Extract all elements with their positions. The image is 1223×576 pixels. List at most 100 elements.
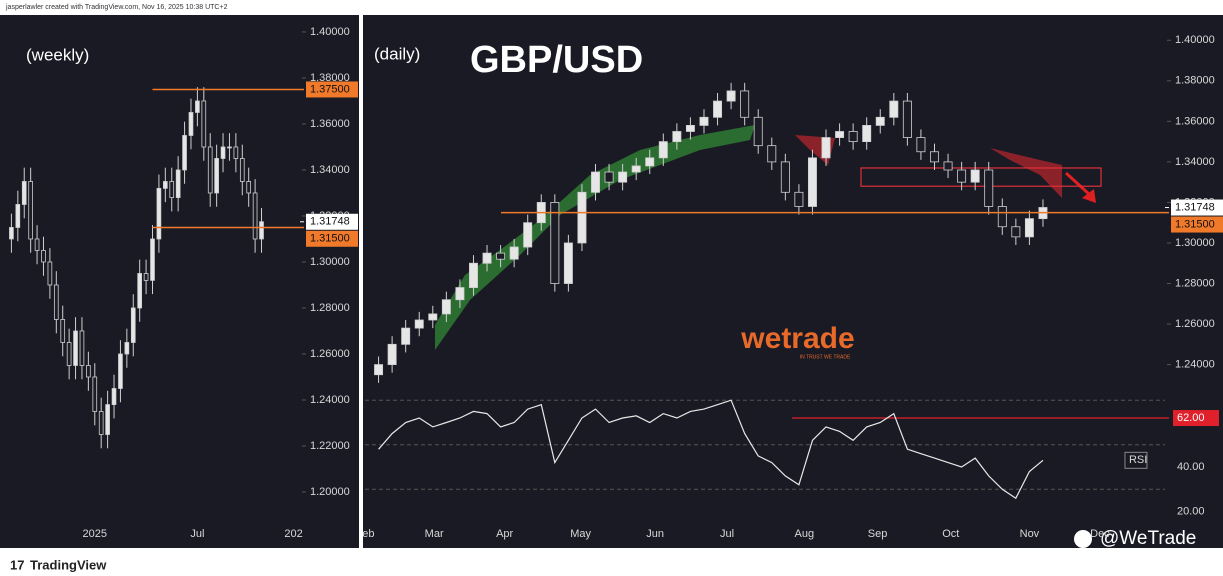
candle-body bbox=[15, 204, 21, 228]
x-tick-label: May bbox=[570, 528, 591, 540]
weekly-label: (weekly) bbox=[26, 45, 89, 64]
candle-body bbox=[997, 206, 1007, 228]
y-tick-label: 1.24000 bbox=[310, 394, 350, 406]
candle-body bbox=[98, 411, 104, 435]
x-tick-label: Mar bbox=[425, 528, 444, 540]
y-tick-label: 1.26000 bbox=[1175, 318, 1215, 330]
weekly-plot: 1.400001.380001.360001.340001.320001.300… bbox=[9, 26, 358, 540]
candle-body bbox=[374, 364, 384, 376]
candle-body bbox=[60, 319, 66, 343]
candle-body bbox=[79, 330, 85, 366]
price-label-box bbox=[306, 213, 358, 230]
candle-body bbox=[41, 250, 46, 263]
candle-body bbox=[753, 116, 763, 147]
x-tick-label: Apr bbox=[496, 528, 513, 540]
candle-body bbox=[645, 157, 655, 167]
rsi-name: RSI bbox=[1129, 454, 1147, 466]
candle-body bbox=[169, 181, 175, 198]
x-tick-label: 2025 bbox=[83, 528, 107, 540]
candle-body bbox=[207, 146, 213, 194]
candle-body bbox=[713, 100, 723, 118]
candle-body bbox=[482, 252, 492, 264]
y-tick-label: 1.30000 bbox=[1175, 237, 1215, 249]
candle-body bbox=[726, 90, 736, 102]
candle-body bbox=[550, 202, 560, 284]
candle-body bbox=[201, 100, 207, 148]
candle-body bbox=[672, 131, 682, 143]
candle-body bbox=[182, 135, 187, 171]
candle-body bbox=[130, 307, 136, 343]
candle-body bbox=[105, 404, 110, 435]
cloud bbox=[990, 148, 1062, 198]
candle-body bbox=[1024, 218, 1034, 238]
y-tick-label: 1.24000 bbox=[1175, 359, 1215, 371]
price-label-box bbox=[1171, 216, 1223, 233]
y-tick-label: 1.38000 bbox=[310, 72, 350, 84]
candle-body bbox=[66, 342, 72, 366]
weekly-panel bbox=[0, 15, 359, 548]
candle-body bbox=[387, 343, 397, 365]
candle-body bbox=[889, 100, 899, 118]
price-label-box bbox=[306, 230, 358, 247]
candle-body bbox=[916, 137, 926, 153]
price-label: 1.31500 bbox=[1175, 218, 1215, 230]
y-tick-label: 1.38000 bbox=[1175, 75, 1215, 87]
candle-body bbox=[143, 273, 149, 281]
candle-body bbox=[188, 112, 194, 136]
x-tick-label: Jul bbox=[190, 528, 204, 540]
arrow-head bbox=[1082, 189, 1096, 203]
candle-body bbox=[618, 171, 628, 183]
y-tick-label: 1.26000 bbox=[310, 348, 350, 360]
price-label-box bbox=[1171, 199, 1223, 216]
y-tick-label: 1.28000 bbox=[310, 302, 350, 314]
y-tick-label: 1.40000 bbox=[1175, 34, 1215, 46]
x-tick-label: Feb bbox=[356, 528, 375, 540]
candle-body bbox=[563, 242, 573, 284]
candle-body bbox=[47, 261, 53, 286]
x-tick-label: Nov bbox=[1020, 528, 1040, 540]
candle-body bbox=[21, 181, 27, 205]
candle-body bbox=[699, 116, 709, 126]
candle-body bbox=[9, 227, 14, 240]
candle-body bbox=[902, 100, 912, 138]
candle-body bbox=[28, 181, 33, 240]
arrow bbox=[1064, 171, 1092, 197]
daily-panel bbox=[363, 15, 1223, 548]
candle-body bbox=[577, 191, 587, 244]
candle-body bbox=[767, 145, 777, 163]
candle-body bbox=[984, 169, 994, 207]
candle-body bbox=[848, 131, 858, 143]
candle-body bbox=[34, 238, 40, 251]
candle-body bbox=[957, 169, 967, 183]
candle-body bbox=[124, 342, 130, 355]
candle-body bbox=[227, 146, 232, 149]
candle-body bbox=[604, 171, 614, 183]
price-label-box bbox=[1173, 410, 1219, 427]
candle-body bbox=[137, 273, 142, 309]
candle-body bbox=[163, 181, 168, 189]
candle-body bbox=[930, 151, 939, 163]
candle-body bbox=[86, 365, 91, 378]
price-label: 1.31748 bbox=[310, 216, 350, 228]
y-tick-label: 1.36000 bbox=[1175, 115, 1215, 127]
candle-body bbox=[233, 146, 239, 159]
y-tick-label: 20.00 bbox=[1177, 505, 1205, 517]
candle-body bbox=[1011, 226, 1021, 238]
candle-body bbox=[214, 158, 219, 194]
x-tick-label: Oct bbox=[942, 528, 959, 540]
rsi-name-box bbox=[1124, 451, 1148, 469]
y-tick-label: 1.22000 bbox=[310, 440, 350, 452]
candle-body bbox=[658, 141, 668, 159]
header: jasperlawler created with TradingView.co… bbox=[5, 4, 228, 11]
candle-body bbox=[807, 157, 817, 207]
candle-body bbox=[509, 246, 519, 260]
y-tick-label: 1.28000 bbox=[1175, 277, 1215, 289]
daily-plot: 1.400001.380001.360001.340001.320001.300… bbox=[356, 34, 1223, 540]
candle-body bbox=[780, 161, 790, 193]
x-tick-label: Jun bbox=[646, 528, 664, 540]
candle-body bbox=[496, 252, 506, 260]
price-label: 1.31748 bbox=[1175, 201, 1215, 213]
y-tick-label: 1.30000 bbox=[310, 256, 350, 268]
candle-body bbox=[118, 353, 123, 389]
